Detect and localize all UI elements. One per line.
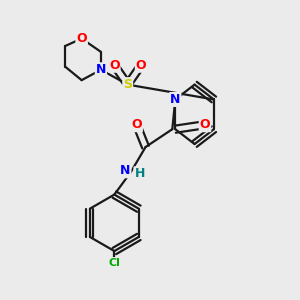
Text: H: H <box>134 167 145 180</box>
Text: N: N <box>170 93 181 106</box>
Text: O: O <box>136 59 146 72</box>
Text: O: O <box>76 32 87 45</box>
Text: O: O <box>109 59 120 72</box>
Text: Cl: Cl <box>108 258 120 268</box>
Text: N: N <box>120 164 130 177</box>
Text: O: O <box>200 118 210 131</box>
Text: O: O <box>131 118 142 131</box>
Text: S: S <box>123 78 132 91</box>
Text: N: N <box>96 63 106 76</box>
